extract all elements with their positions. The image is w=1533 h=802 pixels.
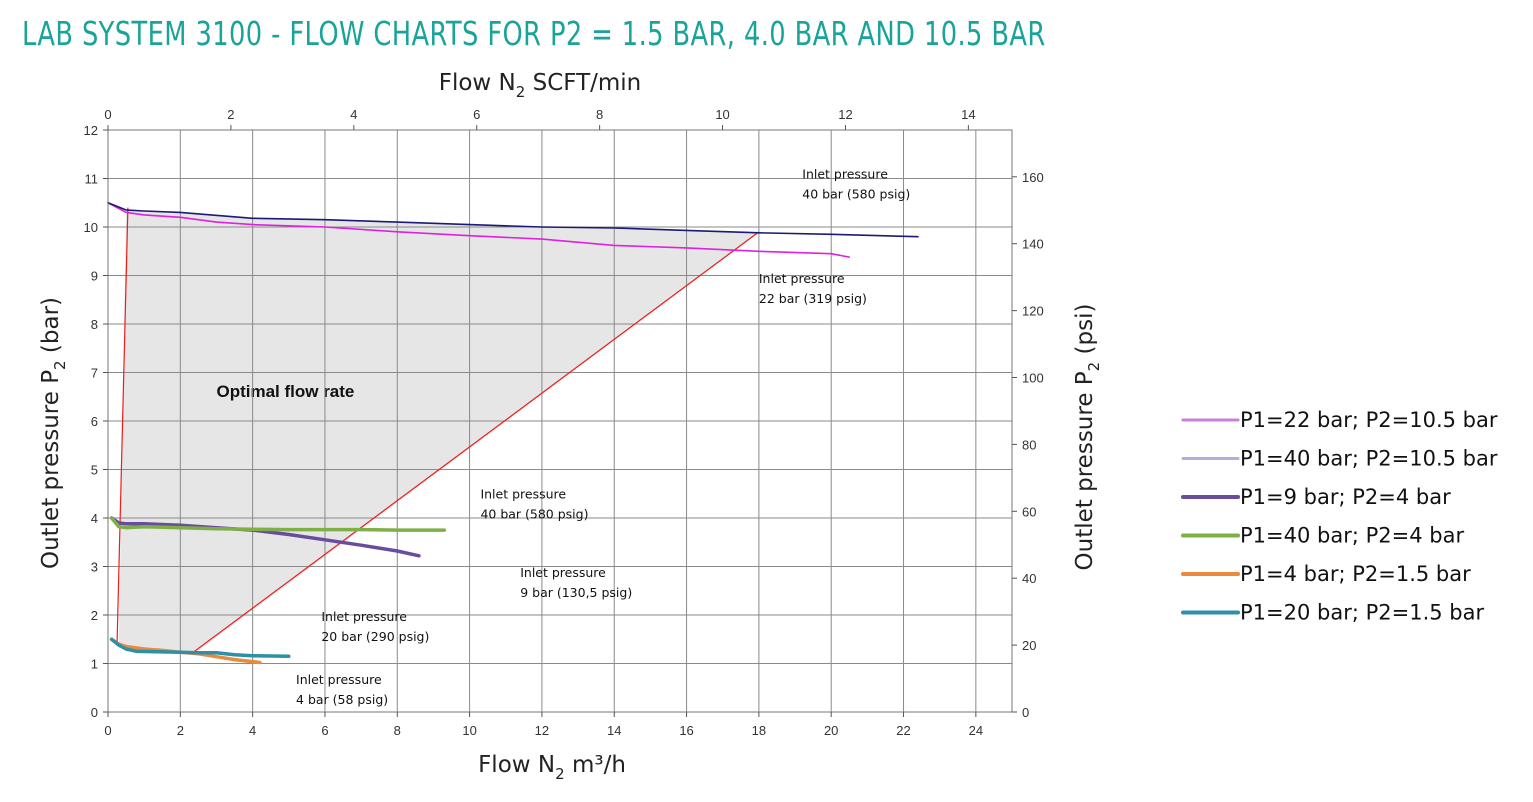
y2-tick-label: 100 bbox=[1022, 371, 1044, 386]
x-tick-label: 14 bbox=[607, 723, 621, 738]
x2-tick-label: 8 bbox=[596, 107, 603, 122]
x-tick-label: 12 bbox=[535, 723, 549, 738]
y2-tick-label: 20 bbox=[1022, 638, 1036, 653]
y-tick-label: 5 bbox=[91, 463, 98, 478]
page-title: LAB SYSTEM 3100 - FLOW CHARTS FOR P2 = 1… bbox=[22, 14, 1046, 53]
optimal-region-area bbox=[118, 210, 759, 654]
series-line-2 bbox=[107, 202, 919, 238]
x-tick-label: 22 bbox=[896, 723, 910, 738]
y2-axis-title: Outlet pressure P2 (psi) bbox=[1072, 304, 1103, 571]
legend-item-1: P1=22 bar; P2=10.5 bar bbox=[1181, 408, 1498, 432]
x2-tick-label: 4 bbox=[350, 107, 357, 122]
x-tick-label: 20 bbox=[824, 723, 838, 738]
legend-label: P1=40 bar; P2=4 bar bbox=[1240, 524, 1464, 548]
legend-label: P1=9 bar; P2=4 bar bbox=[1240, 485, 1451, 509]
axis-titles: Flow N2 m³/h Flow N2 SCFT/min Outlet press… bbox=[38, 70, 1103, 783]
series-line-1 bbox=[107, 202, 851, 258]
y-tick-label: 9 bbox=[91, 269, 98, 284]
y-tick-label: 1 bbox=[91, 657, 98, 672]
annotations: Inlet pressure 40 bar (580 psig) Inlet pre… bbox=[296, 167, 910, 707]
annotation-4: Inlet pressure 9 bar (130,5 psig) bbox=[520, 565, 632, 600]
x2-tick-label: 6 bbox=[473, 107, 480, 122]
optimal-region: Optimal flow rate bbox=[118, 210, 759, 654]
x2-tick-label: 2 bbox=[227, 107, 234, 122]
y-tick-label: 0 bbox=[91, 705, 98, 720]
x2-tick-label: 0 bbox=[104, 107, 111, 122]
legend-item-3: P1=9 bar; P2=4 bar bbox=[1181, 485, 1451, 509]
series-lines bbox=[107, 202, 919, 665]
y-tick-label: 7 bbox=[91, 366, 98, 381]
optimal-region-label: Optimal flow rate bbox=[216, 382, 354, 401]
annotation-2: Inlet pressure 22 bar (319 psig) bbox=[759, 271, 867, 306]
legend: P1=22 bar; P2=10.5 bar P1=40 bar; P2=10.5… bbox=[1181, 408, 1498, 625]
legend-label: P1=4 bar; P2=1.5 bar bbox=[1240, 562, 1471, 586]
y2-tick-label: 40 bbox=[1022, 571, 1036, 586]
x-tick-label: 4 bbox=[249, 723, 256, 738]
x2-tick-label: 14 bbox=[961, 107, 975, 122]
legend-item-4: P1=40 bar; P2=4 bar bbox=[1181, 524, 1464, 548]
series-line-6 bbox=[109, 637, 291, 658]
y2-tick-label: 140 bbox=[1022, 237, 1044, 252]
x-tick-label: 8 bbox=[394, 723, 401, 738]
y2-tick-label: 60 bbox=[1022, 504, 1036, 519]
guide-line bbox=[116, 207, 129, 645]
x2-tick-label: 12 bbox=[838, 107, 852, 122]
y-axis-title: Outlet pressure P2 (bar) bbox=[38, 297, 69, 569]
series-line-4 bbox=[109, 516, 447, 532]
annotation-3: Inlet pressure 40 bar (580 psig) bbox=[480, 487, 588, 522]
x-tick-label: 2 bbox=[177, 723, 184, 738]
legend-label: P1=40 bar; P2=10.5 bar bbox=[1240, 447, 1498, 471]
y2-tick-label: 0 bbox=[1022, 705, 1029, 720]
x-tick-label: 16 bbox=[679, 723, 693, 738]
annotation-5: Inlet pressure 20 bar (290 psig) bbox=[321, 609, 429, 644]
y2-tick-label: 80 bbox=[1022, 437, 1036, 452]
legend-label: P1=20 bar; P2=1.5 bar bbox=[1240, 601, 1484, 625]
x-tick-label: 0 bbox=[104, 723, 111, 738]
annotation-1: Inlet pressure 40 bar (580 psig) bbox=[802, 167, 910, 202]
annotation-6: Inlet pressure 4 bar (58 psig) bbox=[296, 672, 388, 707]
legend-item-2: P1=40 bar; P2=10.5 bar bbox=[1181, 447, 1498, 471]
x-tick-label: 6 bbox=[321, 723, 328, 738]
legend-item-5: P1=4 bar; P2=1.5 bar bbox=[1181, 562, 1471, 586]
x2-axis-title: Flow N2 SCFT/min bbox=[439, 70, 642, 101]
y-tick-label: 11 bbox=[85, 172, 99, 187]
y-tick-label: 2 bbox=[91, 608, 98, 623]
x-axis-title: Flow N2 m³/h bbox=[478, 752, 626, 783]
y-tick-label: 8 bbox=[91, 317, 98, 332]
guide-line bbox=[190, 231, 760, 655]
y2-tick-label: 160 bbox=[1022, 170, 1044, 185]
y-tick-label: 10 bbox=[84, 220, 98, 235]
y-tick-label: 4 bbox=[91, 511, 98, 526]
x-tick-label: 10 bbox=[462, 723, 476, 738]
legend-item-6: P1=20 bar; P2=1.5 bar bbox=[1181, 601, 1484, 625]
x-tick-label: 18 bbox=[752, 723, 766, 738]
guide-lines bbox=[116, 207, 760, 655]
x-tick-label: 24 bbox=[969, 723, 983, 738]
y-tick-label: 3 bbox=[91, 560, 98, 575]
y-tick-label: 12 bbox=[84, 123, 98, 138]
y-tick-label: 6 bbox=[91, 414, 98, 429]
y2-tick-label: 120 bbox=[1022, 304, 1044, 319]
legend-label: P1=22 bar; P2=10.5 bar bbox=[1240, 408, 1498, 432]
x2-tick-label: 10 bbox=[715, 107, 729, 122]
